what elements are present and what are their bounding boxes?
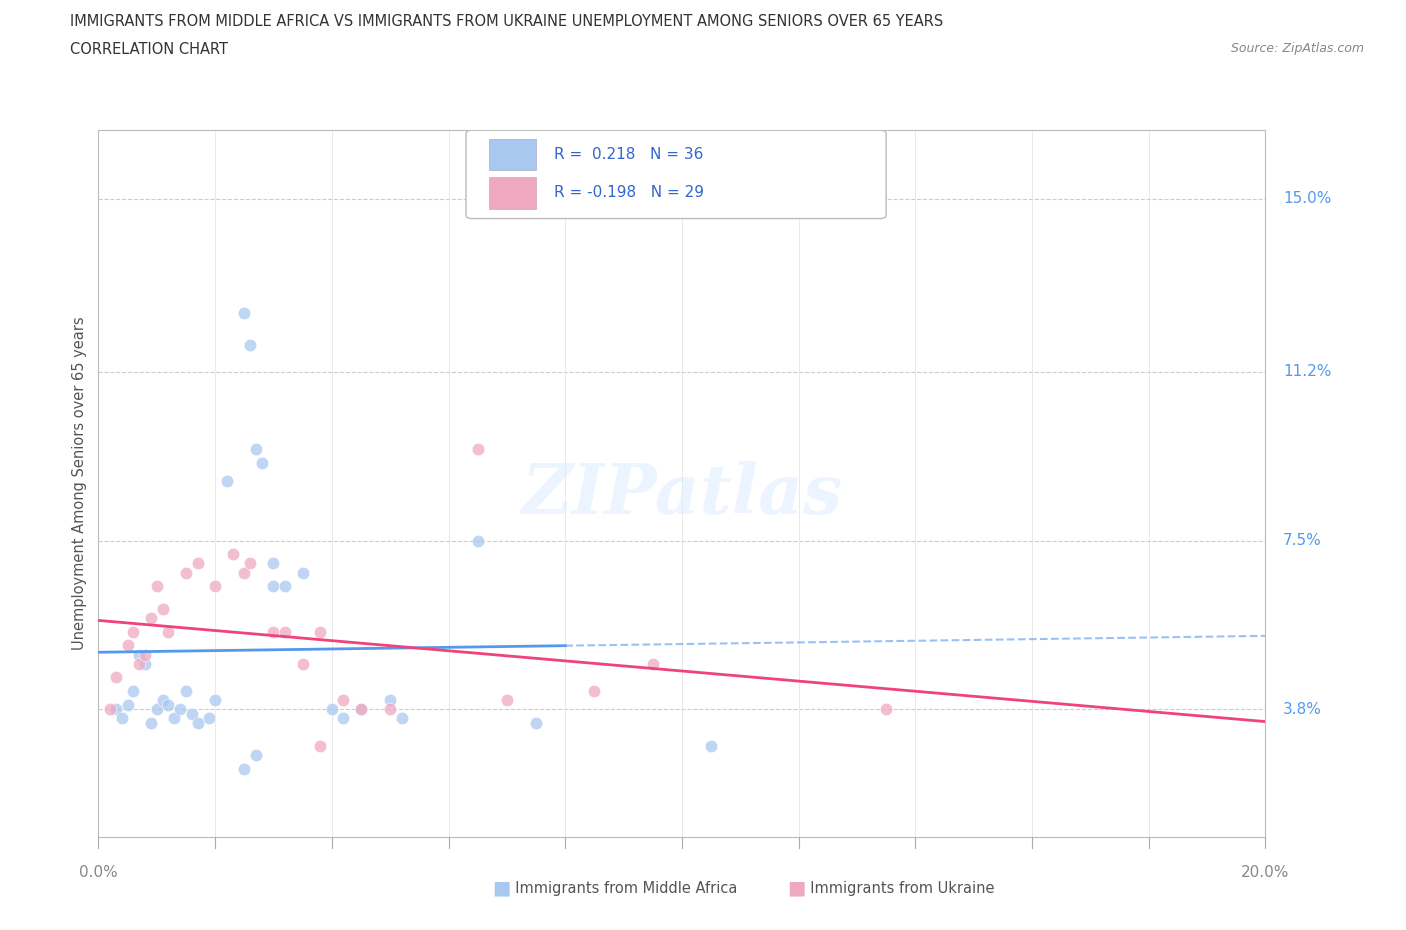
Text: ZIPatlas: ZIPatlas — [522, 461, 842, 529]
Point — [332, 711, 354, 726]
Point — [332, 693, 354, 708]
Point — [152, 602, 174, 617]
Point — [350, 702, 373, 717]
Point — [233, 305, 256, 320]
Text: CORRELATION CHART: CORRELATION CHART — [70, 42, 228, 57]
Point — [350, 702, 373, 717]
Text: Immigrants from Middle Africa: Immigrants from Middle Africa — [506, 881, 738, 896]
Point — [262, 578, 284, 593]
Point — [524, 715, 547, 730]
Point — [169, 702, 191, 717]
Point — [111, 711, 134, 726]
Point — [146, 578, 169, 593]
Point — [495, 693, 517, 708]
Point — [641, 657, 664, 671]
Point — [583, 684, 606, 698]
Point — [204, 693, 226, 708]
Point — [104, 670, 127, 684]
Point — [245, 748, 267, 763]
Point — [122, 624, 145, 639]
Point — [187, 715, 209, 730]
Point — [291, 657, 314, 671]
Text: R = -0.198   N = 29: R = -0.198 N = 29 — [554, 185, 703, 200]
Point — [146, 702, 169, 717]
Text: R =  0.218   N = 36: R = 0.218 N = 36 — [554, 147, 703, 162]
Point — [139, 611, 162, 626]
Text: 11.2%: 11.2% — [1282, 365, 1331, 379]
Point — [321, 702, 343, 717]
Point — [233, 761, 256, 776]
Point — [187, 556, 209, 571]
Point — [117, 698, 139, 712]
Point — [139, 715, 162, 730]
Point — [128, 647, 150, 662]
Point — [204, 578, 226, 593]
Text: 0.0%: 0.0% — [79, 865, 118, 880]
Point — [378, 702, 402, 717]
Point — [245, 442, 267, 457]
Text: Source: ZipAtlas.com: Source: ZipAtlas.com — [1230, 42, 1364, 55]
Point — [233, 565, 256, 580]
Point — [180, 707, 202, 722]
Point — [262, 556, 284, 571]
FancyBboxPatch shape — [465, 130, 886, 219]
Point — [700, 738, 723, 753]
Point — [174, 684, 197, 698]
Point — [163, 711, 186, 726]
Point — [122, 684, 145, 698]
Point — [157, 698, 180, 712]
Text: 15.0%: 15.0% — [1282, 191, 1331, 206]
Point — [221, 547, 243, 562]
Point — [104, 702, 127, 717]
FancyBboxPatch shape — [489, 139, 536, 170]
Text: 3.8%: 3.8% — [1282, 702, 1322, 717]
Text: 20.0%: 20.0% — [1241, 865, 1289, 880]
Point — [262, 624, 284, 639]
Text: ■: ■ — [787, 879, 806, 897]
Text: 7.5%: 7.5% — [1282, 533, 1322, 548]
Point — [198, 711, 221, 726]
Point — [239, 337, 262, 352]
Text: ■: ■ — [492, 879, 510, 897]
Y-axis label: Unemployment Among Seniors over 65 years: Unemployment Among Seniors over 65 years — [72, 317, 87, 650]
FancyBboxPatch shape — [489, 177, 536, 208]
Point — [309, 624, 332, 639]
Point — [378, 693, 402, 708]
Point — [309, 738, 332, 753]
Point — [239, 556, 262, 571]
Point — [250, 456, 273, 471]
Point — [215, 474, 238, 489]
Point — [117, 638, 139, 653]
Point — [174, 565, 197, 580]
Text: IMMIGRANTS FROM MIDDLE AFRICA VS IMMIGRANTS FROM UKRAINE UNEMPLOYMENT AMONG SENI: IMMIGRANTS FROM MIDDLE AFRICA VS IMMIGRA… — [70, 14, 943, 29]
Point — [128, 657, 150, 671]
Point — [467, 533, 489, 548]
Point — [391, 711, 413, 726]
Point — [157, 624, 180, 639]
Point — [875, 702, 897, 717]
Point — [152, 693, 174, 708]
Point — [98, 702, 121, 717]
Point — [291, 565, 314, 580]
Point — [274, 578, 297, 593]
Point — [467, 442, 489, 457]
Point — [134, 647, 156, 662]
Point — [274, 624, 297, 639]
Text: Immigrants from Ukraine: Immigrants from Ukraine — [801, 881, 995, 896]
Point — [134, 657, 156, 671]
